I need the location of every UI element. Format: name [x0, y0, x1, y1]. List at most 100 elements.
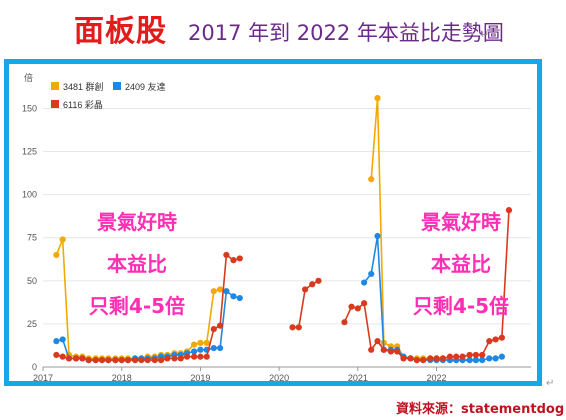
data-point-6116	[79, 355, 86, 362]
data-point-6116	[380, 346, 387, 353]
data-point-2409	[210, 344, 217, 352]
page-subtitle: 2017 年到 2022 年本益比走勢圖	[188, 21, 504, 45]
data-point-6116	[354, 305, 361, 312]
legend-label-6116: 6116 彩晶	[63, 100, 103, 110]
legend-swatch-3481	[51, 82, 59, 90]
data-point-6116	[59, 353, 66, 360]
series-line-2409	[363, 235, 503, 361]
annotation-text: 本益比	[107, 252, 167, 276]
data-point-2409	[361, 279, 368, 286]
data-point-6116	[191, 353, 198, 360]
data-point-6116	[289, 324, 296, 331]
data-point-6116	[230, 257, 237, 264]
data-point-2409	[498, 353, 505, 360]
gridlines	[43, 107, 531, 368]
data-point-6116	[374, 338, 381, 345]
legend: 3481 群創 2409 友達 6116 彩晶	[51, 81, 166, 110]
data-point-6116	[210, 325, 217, 333]
data-point-6116	[387, 348, 394, 355]
data-point-2409	[53, 338, 60, 345]
data-point-6116	[138, 357, 145, 364]
y-tick-label: 100	[22, 190, 37, 200]
data-point-6116	[302, 286, 309, 293]
data-point-6116	[459, 353, 466, 360]
data-point-6116	[131, 357, 139, 364]
legend-label-3481: 3481 群創	[63, 81, 104, 92]
data-point-3481	[53, 251, 60, 259]
data-point-3481	[197, 339, 204, 346]
data-point-2409	[230, 293, 237, 300]
y-tick-label: 125	[22, 147, 37, 157]
data-point-6116	[92, 357, 99, 364]
annotation-text: 本益比	[431, 252, 491, 276]
data-point-2409	[479, 357, 486, 364]
data-point-2409	[374, 232, 381, 240]
data-point-3481	[210, 288, 217, 295]
y-tick-label: 0	[32, 362, 37, 372]
data-point-6116	[164, 355, 171, 362]
data-point-6116	[85, 357, 92, 364]
x-tick-label: 2020	[269, 373, 289, 381]
data-point-2409	[466, 357, 473, 364]
data-point-6116	[72, 355, 80, 362]
data-point-6116	[124, 357, 132, 364]
y-axis-label: 倍	[24, 72, 33, 83]
data-point-3481	[203, 339, 210, 346]
series-lines	[53, 95, 513, 364]
data-point-6116	[315, 277, 322, 284]
paragraph-mark-icon: ↵	[480, 28, 490, 41]
x-tick-label: 2021	[348, 373, 368, 381]
data-point-6116	[223, 251, 230, 259]
paragraph-mark-icon: ↵	[546, 378, 555, 389]
data-point-6116	[479, 351, 486, 359]
data-point-6116	[394, 348, 401, 355]
legend-swatch-2409	[113, 82, 121, 90]
data-point-6116	[98, 357, 106, 364]
data-point-6116	[446, 353, 454, 360]
data-point-6116	[341, 319, 348, 326]
data-point-6116	[183, 353, 191, 360]
data-point-6116	[361, 300, 368, 307]
legend-label-2409: 2409 友達	[125, 81, 166, 92]
data-point-6116	[157, 357, 165, 364]
data-point-2409	[368, 270, 375, 278]
y-tick-label: 50	[27, 276, 37, 286]
data-point-2409	[59, 336, 66, 343]
y-tick-label: 25	[27, 319, 37, 329]
data-point-2409	[492, 355, 499, 362]
data-point-6116	[105, 357, 112, 364]
data-point-6116	[203, 353, 210, 360]
data-point-6116	[407, 355, 414, 362]
data-point-6116	[65, 355, 73, 362]
data-point-6116	[439, 355, 446, 362]
data-point-6116	[151, 357, 158, 364]
axes: 倍 0 25 50 75 100 125 150 2017 2018 2019 2020 2021 20…	[22, 72, 447, 381]
x-tick-label: 2019	[190, 373, 210, 381]
data-point-2409	[216, 344, 224, 352]
data-point-6116	[112, 357, 119, 364]
data-point-6116	[144, 357, 151, 364]
data-point-6116	[53, 351, 60, 359]
annotation-text: 景氣好時	[97, 210, 177, 234]
data-point-6116	[177, 355, 184, 362]
data-point-6116	[413, 357, 420, 364]
data-point-2409	[472, 357, 480, 364]
chart-frame: 倍 0 25 50 75 100 125 150 2017 2018 2019 2020 2021 20…	[4, 59, 542, 386]
y-tick-label: 150	[22, 103, 37, 113]
data-point-2409	[191, 348, 198, 355]
data-point-6116	[420, 357, 427, 364]
data-point-6116	[466, 351, 473, 359]
y-tick-label: 75	[27, 233, 37, 243]
data-point-6116	[486, 338, 493, 345]
x-tick-label: 2018	[112, 373, 132, 381]
data-point-3481	[374, 95, 381, 102]
data-point-6116	[309, 281, 316, 288]
annotation-text: 景氣好時	[421, 210, 501, 234]
annotation-text: 只剩4-5倍	[413, 294, 509, 318]
data-point-6116	[236, 255, 243, 262]
x-tick-label: 2022	[427, 373, 447, 381]
data-point-6116	[171, 355, 178, 362]
data-point-6116	[498, 334, 505, 341]
data-point-3481	[191, 341, 198, 348]
data-point-3481	[368, 176, 375, 183]
